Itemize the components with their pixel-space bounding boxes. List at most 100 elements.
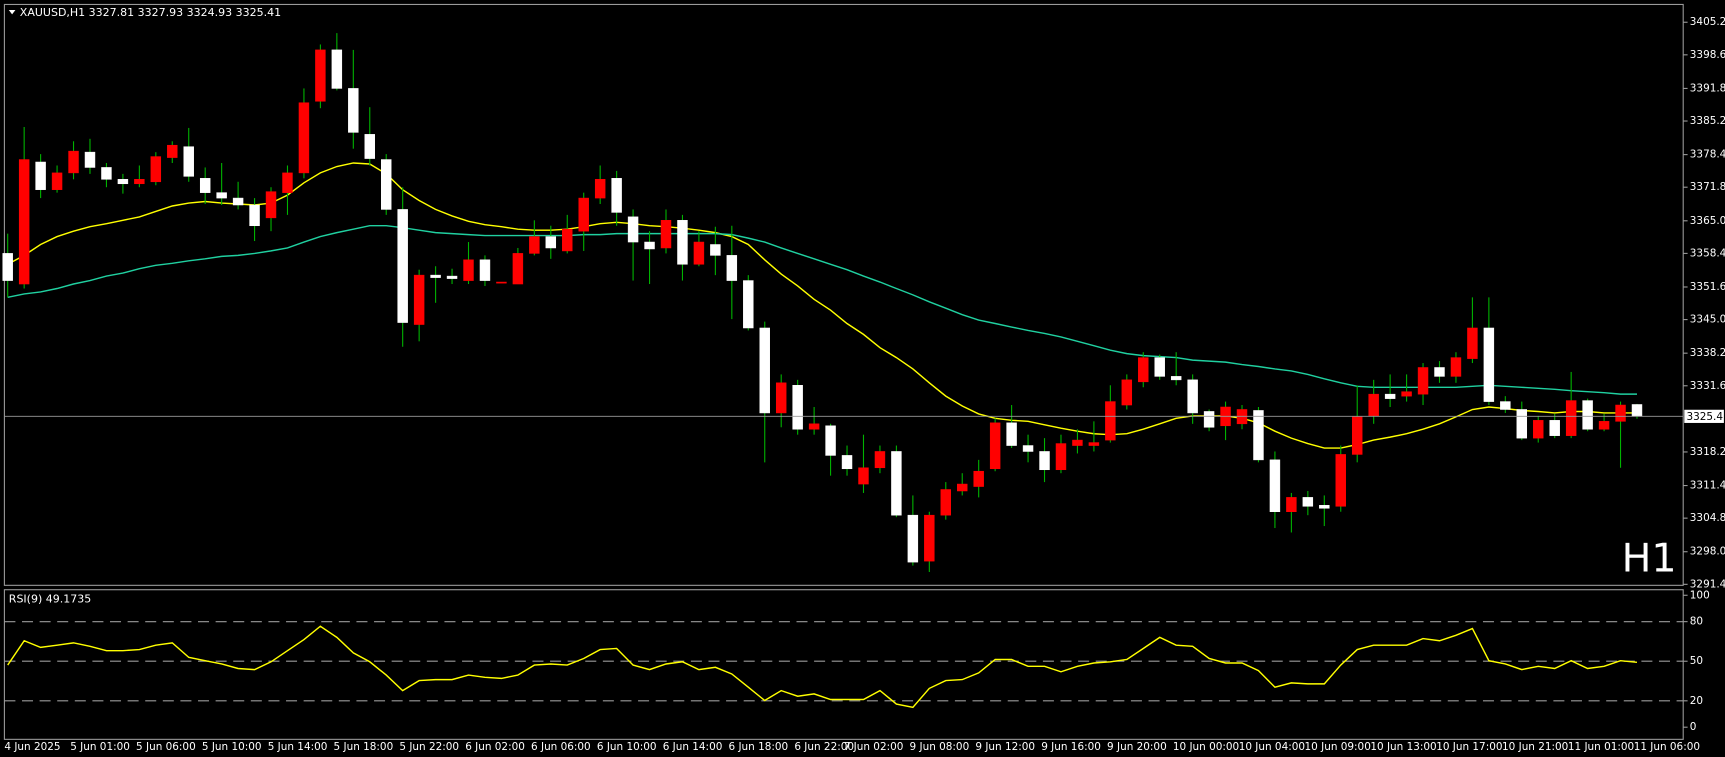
candle-body	[693, 241, 705, 265]
candle-body	[1055, 443, 1067, 471]
y-tick-label: 3358.40	[1690, 247, 1725, 259]
x-tick-label: 11 Jun 01:00	[1568, 741, 1634, 753]
candle-body	[18, 159, 30, 285]
candle-body	[1006, 422, 1017, 446]
candle-body	[1138, 357, 1149, 383]
candle-body	[1533, 420, 1544, 439]
candle-body	[1384, 393, 1396, 399]
menu-arrow	[8, 9, 16, 15]
candle-body	[858, 467, 869, 485]
x-tick-label: 5 Jun 10:00	[202, 741, 262, 753]
candle-body	[529, 236, 540, 254]
candle-body	[1072, 439, 1083, 446]
candle-body	[1286, 497, 1297, 513]
candle-body	[2, 253, 13, 281]
x-tick-label: 9 Jun 12:00	[975, 741, 1035, 753]
candle-body	[68, 150, 79, 174]
y-tick-label: 3385.20	[1690, 115, 1725, 127]
candle-body	[1615, 404, 1626, 422]
candle-body	[677, 220, 688, 265]
candle-body	[364, 134, 375, 159]
y-tick-label: 3331.60	[1690, 380, 1725, 392]
candle-body	[117, 179, 129, 185]
y-tick-label: 50	[1690, 655, 1703, 667]
candle-body	[1582, 400, 1593, 430]
x-tick-label: 4 Jun 2025	[4, 741, 60, 753]
candle-body	[35, 161, 46, 190]
y-tick-label: 3318.20	[1690, 446, 1725, 458]
x-tick-label: 5 Jun 01:00	[70, 741, 130, 753]
candle-body	[792, 385, 803, 430]
x-tick-label: 6 Jun 06:00	[531, 741, 591, 753]
candle-body	[1500, 401, 1511, 410]
candle-body	[348, 88, 359, 133]
candle-body	[265, 191, 277, 219]
candle-body	[413, 274, 425, 325]
x-tick-label: 10 Jun 00:00	[1173, 741, 1239, 753]
candle-body	[1417, 367, 1429, 395]
candle-body	[1302, 497, 1314, 507]
candle-body	[1121, 379, 1133, 406]
x-tick-label: 9 Jun 08:00	[910, 741, 970, 753]
candle-body	[940, 489, 952, 516]
y-tick-label: 3365.00	[1690, 215, 1725, 227]
candle-body	[1022, 445, 1034, 452]
candle-body	[957, 483, 968, 492]
candle-body	[199, 178, 211, 193]
y-tick-label: 3291.40	[1690, 578, 1725, 590]
y-tick-label: 3371.80	[1690, 181, 1725, 193]
rsi-panel	[3, 589, 1684, 740]
candle-body	[1187, 379, 1198, 414]
candle-body	[1170, 376, 1182, 381]
candle-body	[1631, 404, 1643, 417]
candle-body	[496, 281, 507, 284]
candle-body	[1088, 442, 1100, 446]
y-tick-label: 0	[1690, 721, 1697, 733]
candle-body	[1549, 420, 1560, 436]
candle-body	[808, 423, 820, 430]
candle-body	[315, 49, 326, 102]
candle-body	[1401, 391, 1412, 397]
y-tick-label: 100	[1690, 589, 1710, 601]
candle-body	[51, 172, 63, 190]
candle-body	[891, 451, 902, 516]
moving-average	[7, 224, 1637, 395]
x-tick-label: 7 Jun 02:00	[844, 741, 904, 753]
candle-body	[1565, 400, 1577, 436]
candle-body	[479, 259, 491, 281]
candle-body	[249, 204, 260, 227]
candle-body	[710, 244, 721, 256]
candle-body	[1154, 357, 1165, 377]
x-tick-label: 10 Jun 17:00	[1436, 741, 1502, 753]
x-tick-label: 6 Jun 10:00	[597, 741, 657, 753]
x-tick-label: 6 Jun 22:00	[794, 741, 854, 753]
y-tick-label: 3311.40	[1690, 480, 1725, 492]
candle-body	[282, 172, 293, 193]
x-tick-label: 5 Jun 18:00	[334, 741, 394, 753]
y-tick-label: 80	[1690, 616, 1703, 628]
x-tick-label: 9 Jun 16:00	[1041, 741, 1101, 753]
candle-body	[562, 228, 573, 252]
last-price-label: 3325.41	[1686, 411, 1725, 423]
x-tick-label: 9 Jun 20:00	[1107, 741, 1167, 753]
candle-body	[134, 179, 145, 185]
price-panel	[3, 3, 1684, 586]
watermark: H1	[1622, 536, 1677, 582]
x-tick-label: 10 Jun 21:00	[1502, 741, 1568, 753]
candle-body	[1351, 416, 1363, 455]
candle-body	[380, 159, 392, 210]
candle-body	[1450, 357, 1462, 377]
x-tick-label: 6 Jun 14:00	[663, 741, 723, 753]
candle-body	[298, 102, 310, 174]
candle-body	[1598, 421, 1610, 430]
candle-body	[397, 209, 408, 323]
candle-body	[1368, 393, 1379, 417]
candle-body	[150, 156, 162, 183]
y-tick-label: 3351.60	[1690, 281, 1725, 293]
x-tick-label: 5 Jun 22:00	[399, 741, 459, 753]
candle-body	[644, 241, 655, 250]
rsi-title: RSI(9) 49.1735	[9, 593, 91, 606]
last-price-box	[1684, 409, 1724, 423]
